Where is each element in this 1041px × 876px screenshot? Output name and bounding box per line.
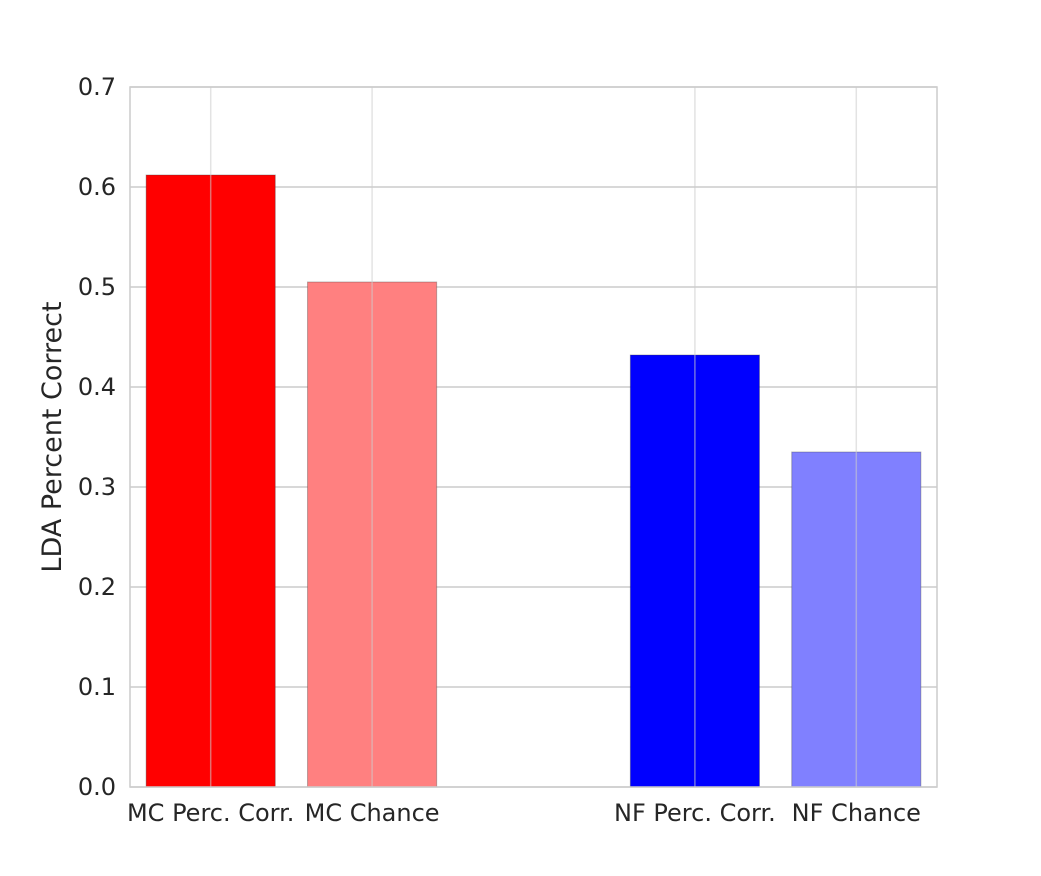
y-tick-label: 0.6 [78,173,116,201]
x-tick-label: MC Perc. Corr. [127,799,294,827]
x-tick-label: MC Chance [305,799,440,827]
y-tick-labels: 0.0 0.1 0.2 0.3 0.4 0.5 0.6 0.7 [78,73,116,801]
y-tick-label: 0.4 [78,373,116,401]
y-axis-label: LDA Percent Correct [37,301,68,572]
y-tick-label: 0.5 [78,273,116,301]
plot-frame [129,86,938,788]
x-tick-label: NF Perc. Corr. [614,799,776,827]
x-tick-labels: MC Perc. Corr. MC Chance NF Perc. Corr. NF … [127,799,921,827]
vertical-grid-overlay [209,87,858,787]
y-tick-label: 0.3 [78,473,116,501]
y-tick-label: 0.0 [78,773,116,801]
y-tick-label: 0.7 [78,73,116,101]
x-tick-label: NF Chance [792,799,921,827]
y-tick-label: 0.2 [78,573,116,601]
y-tick-label: 0.1 [78,673,116,701]
